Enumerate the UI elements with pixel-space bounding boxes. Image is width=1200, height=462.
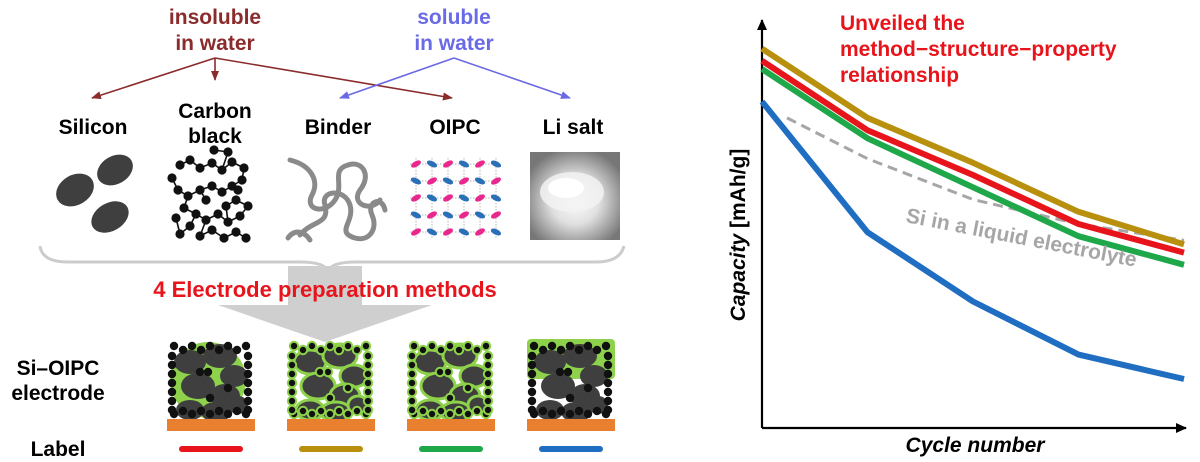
silicon-particles-icon	[56, 154, 133, 233]
oipc-icon	[410, 158, 502, 238]
electrode-label-line1: Si–OIPC	[17, 357, 100, 380]
methods-title: 4 Electrode preparation methods	[153, 277, 497, 302]
component-carbon-black-line2: black	[188, 125, 242, 148]
schematic-panel: insoluble in water soluble in water Sili…	[11, 6, 626, 461]
y-axis-label-italic: Capacity	[727, 232, 750, 321]
label-row-text: Label	[31, 438, 86, 461]
electrode-4	[527, 339, 615, 431]
electrode-3	[406, 340, 495, 431]
li-salt-photo-icon	[530, 152, 620, 240]
electrode-schematics	[167, 339, 615, 452]
x-axis-label: Cycle number	[906, 434, 1047, 457]
component-oipc: OIPC	[429, 116, 480, 139]
insoluble-label-line1: insoluble	[169, 6, 261, 29]
insoluble-label-line2: in water	[175, 32, 254, 55]
soluble-label-line2: in water	[414, 32, 493, 55]
y-axis-label: Capacity [mAh/g]	[727, 149, 750, 322]
soluble-arrows	[339, 57, 571, 99]
chart-title-line3: relationship	[840, 64, 959, 87]
binder-icon	[285, 157, 388, 243]
insoluble-arrows	[91, 57, 453, 101]
electrode-label-line2: electrode	[11, 382, 104, 405]
electrode-2	[286, 340, 375, 431]
component-carbon-black-line1: Carbon	[178, 100, 252, 123]
y-axis-label-units: [mAh/g]	[727, 149, 750, 234]
capacity-chart: Unveiled the method−structure−property r…	[727, 12, 1187, 457]
component-binder: Binder	[305, 116, 372, 139]
component-silicon: Silicon	[59, 116, 128, 139]
chart-title-line1: Unveiled the	[840, 12, 965, 35]
series-method-2	[760, 46, 1185, 248]
electrode-1	[167, 341, 255, 431]
soluble-label-line1: soluble	[417, 6, 491, 29]
chart-title-line2: method−structure−property	[840, 38, 1117, 61]
series-method-1	[760, 58, 1185, 256]
series-layer	[759, 46, 1185, 382]
liquid-electrolyte-annotation: Si in a liquid electrolyte	[904, 204, 1139, 271]
component-li-salt: Li salt	[543, 116, 604, 139]
process-arrow	[218, 266, 432, 342]
series-method-3	[760, 66, 1185, 268]
series-method-4	[759, 99, 1185, 382]
carbon-black-icon	[167, 145, 253, 243]
